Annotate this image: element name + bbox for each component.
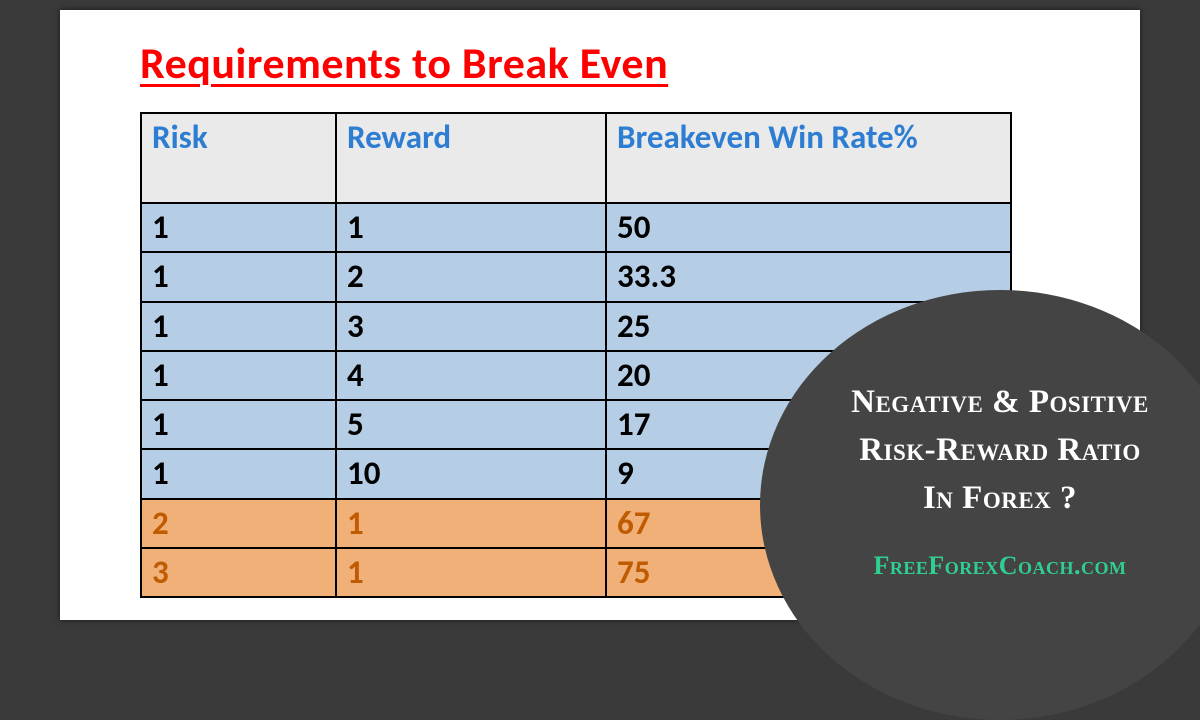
cell-risk: 1 [141, 449, 336, 498]
table-row: 1233.3 [141, 252, 1011, 301]
table-row: 1150 [141, 203, 1011, 252]
callout-line-1: Negative & Positive [851, 384, 1149, 420]
callout-line-3: In Forex ? [923, 480, 1077, 516]
col-reward: Reward [336, 113, 606, 203]
cell-reward: 10 [336, 449, 606, 498]
cell-reward: 1 [336, 499, 606, 548]
cell-reward: 1 [336, 548, 606, 597]
cell-risk: 1 [141, 400, 336, 449]
cell-risk: 1 [141, 203, 336, 252]
cell-risk: 3 [141, 548, 336, 597]
cell-risk: 1 [141, 252, 336, 301]
cell-reward: 2 [336, 252, 606, 301]
callout-headline: Negative & Positive Risk-Reward Ratio In… [851, 379, 1149, 523]
callout-site: FreeForexCoach.com [873, 551, 1126, 581]
table-header-row: Risk Reward Breakeven Win Rate% [141, 113, 1011, 203]
callout-line-2: Risk-Reward Ratio [859, 432, 1141, 468]
cell-reward: 1 [336, 203, 606, 252]
cell-risk: 2 [141, 499, 336, 548]
col-rate: Breakeven Win Rate% [606, 113, 1011, 203]
cell-risk: 1 [141, 351, 336, 400]
page-title: Requirements to Break Even [140, 36, 1080, 90]
cell-reward: 5 [336, 400, 606, 449]
cell-reward: 4 [336, 351, 606, 400]
cell-reward: 3 [336, 302, 606, 351]
cell-rate: 50 [606, 203, 1011, 252]
cell-risk: 1 [141, 302, 336, 351]
col-risk: Risk [141, 113, 336, 203]
